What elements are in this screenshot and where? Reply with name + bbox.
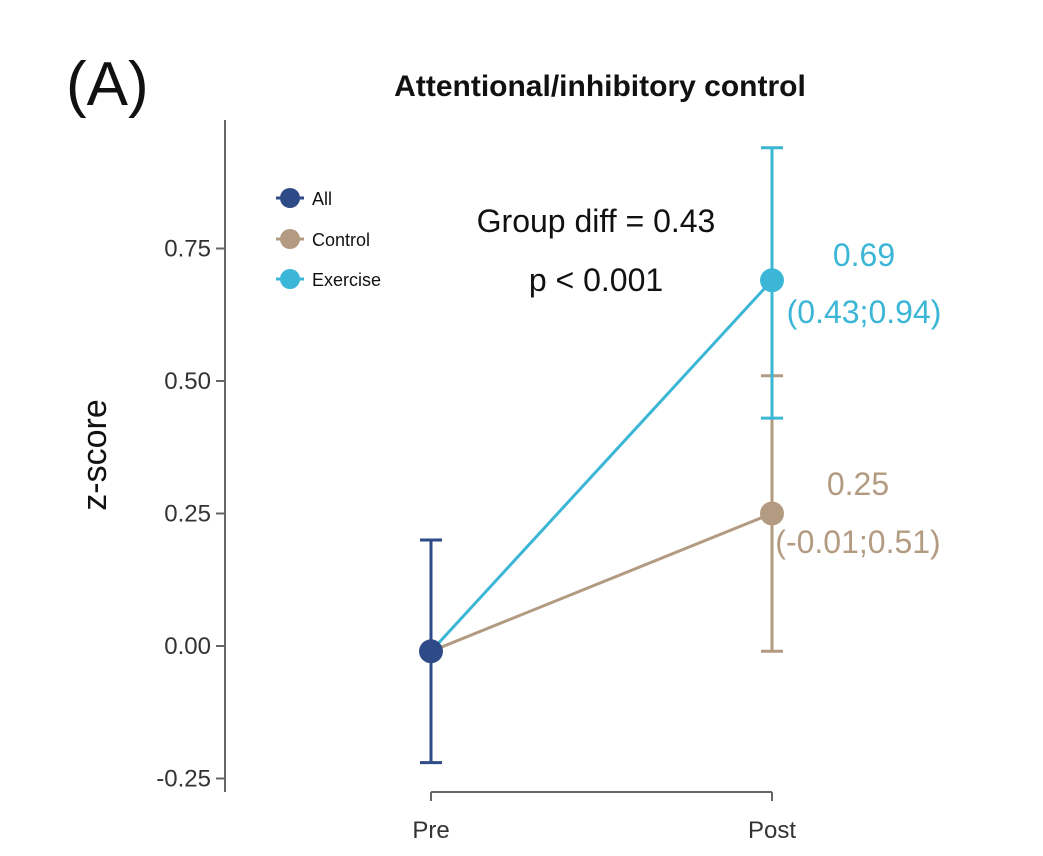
legend-marker-control	[280, 229, 300, 249]
all-point-pre	[419, 639, 443, 664]
chart-title: Attentional/inhibitory control	[394, 70, 806, 103]
legend: All Control Exercise	[276, 188, 381, 290]
annotation-p-value: p < 0.001	[529, 262, 663, 298]
control-data-label-value: 0.25	[827, 466, 889, 502]
series-line-exercise	[429, 279, 774, 653]
y-tick-label: -0.25	[156, 766, 211, 793]
legend-marker-exercise	[280, 269, 300, 289]
exercise-data-label-ci: (0.43;0.94)	[787, 294, 942, 330]
y-axis-label: z-score	[76, 399, 114, 510]
legend-label-control: Control	[312, 230, 370, 250]
data-marks: 0.69 (0.43;0.94) 0.25 (-0.01;0.51)	[419, 146, 942, 765]
exercise-point-post	[760, 268, 784, 293]
x-tick-label: Post	[748, 817, 796, 844]
panel-label: (A)	[66, 50, 149, 119]
annotation-group-diff: Group diff = 0.43	[477, 203, 716, 239]
legend-label-exercise: Exercise	[312, 270, 381, 290]
x-tick-label: Pre	[412, 817, 449, 844]
exercise-data-label-value: 0.69	[833, 237, 895, 273]
control-point-post	[760, 501, 784, 526]
y-tick-label: 0.50	[164, 368, 211, 395]
series-line-control	[430, 512, 773, 653]
legend-label-all: All	[312, 189, 332, 209]
y-tick-label: 0.25	[164, 501, 211, 528]
y-tick-label: 0.75	[164, 236, 211, 263]
control-data-label-ci: (-0.01;0.51)	[775, 524, 940, 560]
axes: -0.25 0.00 0.25 0.50 0.75 Pre Post	[156, 120, 796, 844]
y-tick-label: 0.00	[164, 633, 211, 660]
legend-marker-all	[280, 188, 300, 208]
